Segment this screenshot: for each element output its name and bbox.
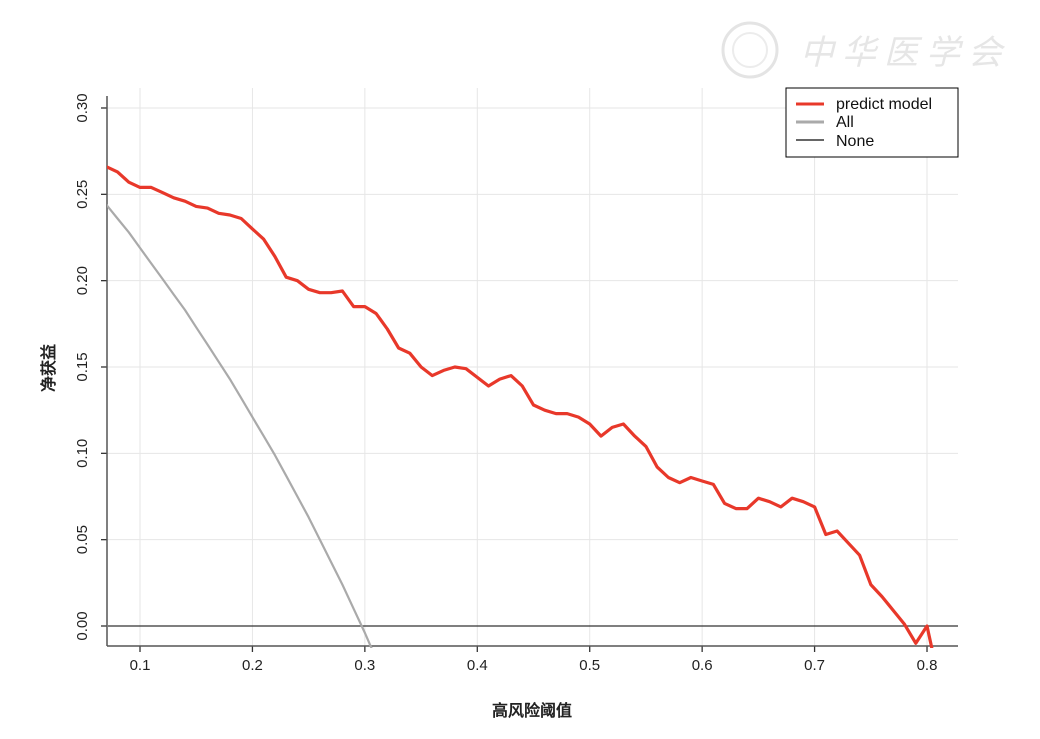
y-tick-label: 0.10 bbox=[74, 439, 91, 468]
legend: predict model All None bbox=[785, 87, 959, 158]
grid bbox=[107, 88, 958, 646]
watermark-seal-icon bbox=[721, 21, 779, 79]
series-lines bbox=[107, 165, 958, 648]
x-tick-label: 0.8 bbox=[917, 657, 938, 674]
y-tick-label: 0.05 bbox=[74, 525, 91, 554]
watermark: 中华医学会 bbox=[721, 21, 1010, 79]
x-tick-label: 0.3 bbox=[354, 657, 375, 674]
y-tick-label: 0.30 bbox=[74, 93, 91, 122]
watermark-text: 中华医学会 bbox=[800, 33, 1010, 73]
y-tick-label: 0.20 bbox=[74, 266, 91, 295]
x-tick-label: 0.6 bbox=[692, 657, 713, 674]
x-tick-label: 0.2 bbox=[242, 657, 263, 674]
tick-labels: 0.1 0.2 0.3 0.4 0.5 0.6 0.7 0.8 0.00 0.05 0.10 0.15… bbox=[74, 93, 937, 674]
treat-all-line bbox=[107, 204, 373, 648]
y-tick-label: 0.15 bbox=[74, 352, 91, 381]
x-tick-label: 0.1 bbox=[130, 657, 151, 674]
legend-label-all: All bbox=[836, 114, 854, 131]
y-tick-label: 0.25 bbox=[74, 180, 91, 209]
legend-label-predict: predict model bbox=[836, 96, 932, 113]
x-tick-label: 0.4 bbox=[467, 657, 488, 674]
x-tick-label: 0.7 bbox=[804, 657, 825, 674]
x-tick-label: 0.5 bbox=[579, 657, 600, 674]
watermark-seal-inner bbox=[732, 32, 768, 68]
y-tick-label: 0.00 bbox=[74, 611, 91, 640]
y-axis-label: 净获益 bbox=[39, 344, 58, 392]
x-axis-label: 高风险阈值 bbox=[492, 701, 572, 720]
axes bbox=[101, 96, 958, 652]
legend-label-none: None bbox=[836, 133, 874, 150]
predict-model-line bbox=[107, 165, 934, 648]
